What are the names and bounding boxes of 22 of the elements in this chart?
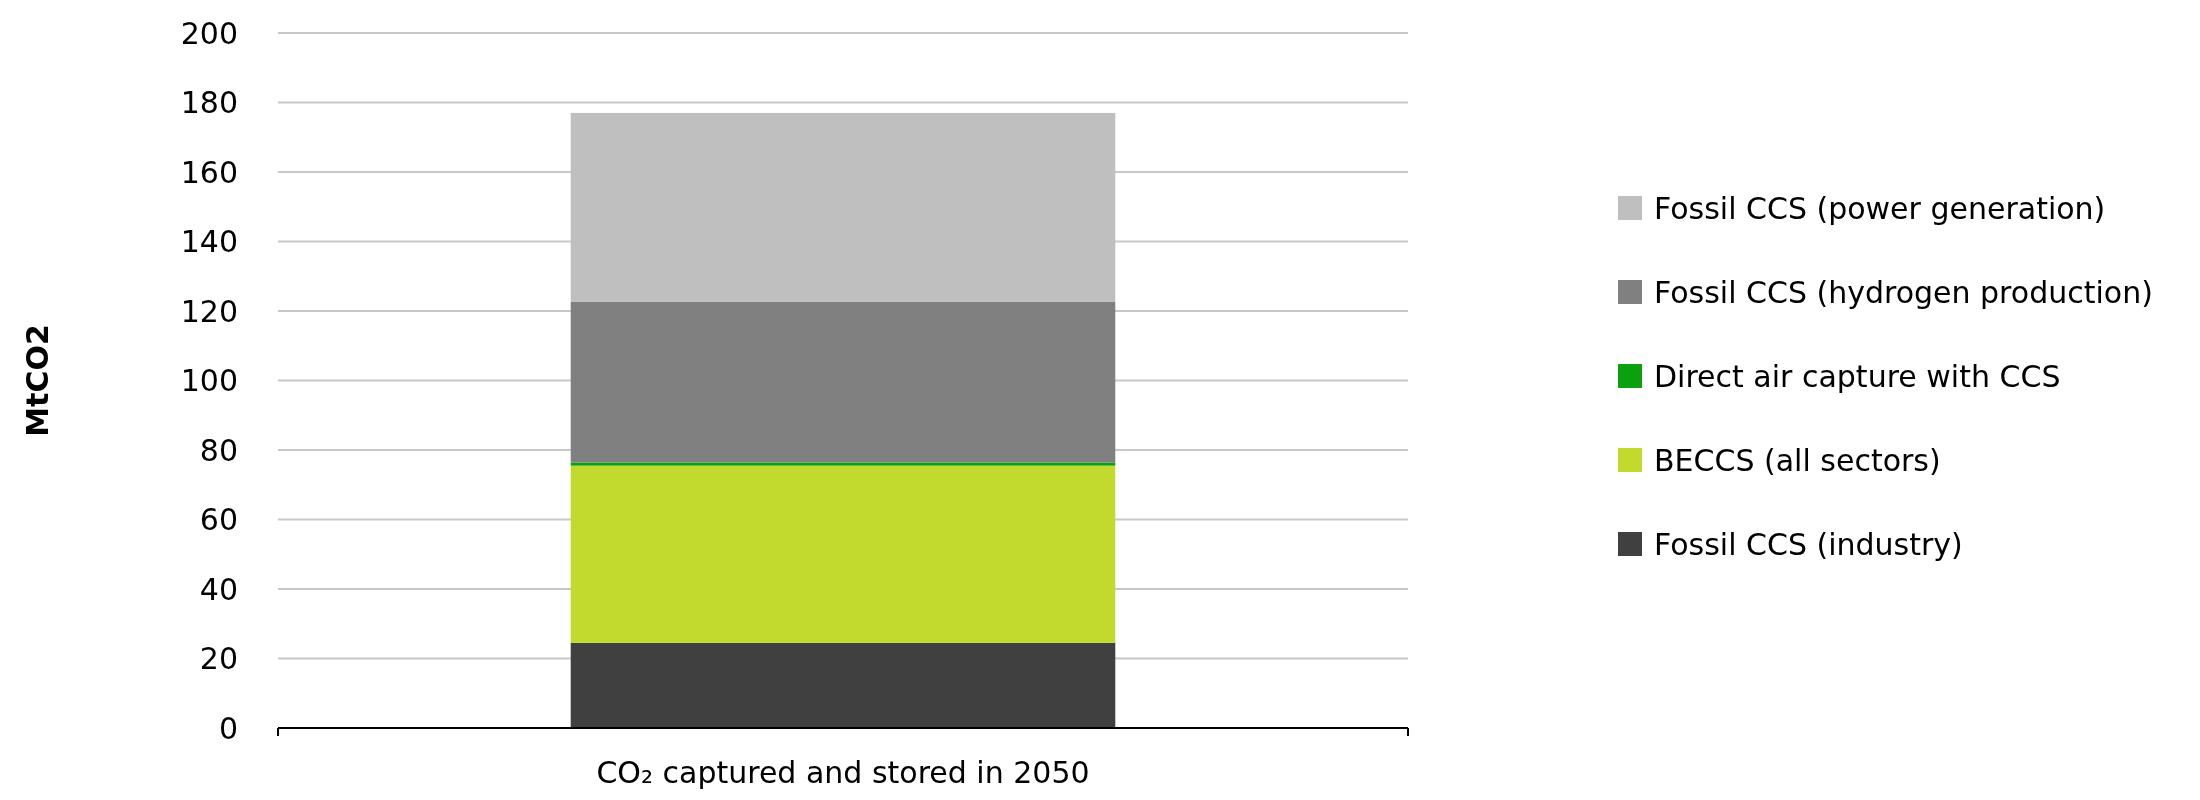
x-tick-label: CO₂ captured and stored in 2050 bbox=[596, 755, 1090, 790]
y-tick-label: 0 bbox=[218, 710, 238, 746]
bar bbox=[570, 642, 1116, 728]
y-tick-label: 100 bbox=[180, 363, 238, 398]
y-tick-label: 200 bbox=[180, 15, 238, 51]
y-tick-label: 180 bbox=[180, 85, 238, 120]
bar bbox=[570, 301, 1116, 463]
y-tick-label: 80 bbox=[199, 432, 238, 468]
legend-label: Direct air capture with CCS bbox=[1654, 358, 2061, 394]
legend-label: Fossil CCS (hydrogen production) bbox=[1654, 274, 2153, 310]
y-tick-label: 20 bbox=[199, 641, 238, 676]
y-tick-label: 160 bbox=[180, 154, 238, 190]
legend-label: Fossil CCS (power generation) bbox=[1654, 190, 2106, 226]
y-tick-label: 120 bbox=[180, 293, 238, 329]
legend-label: Fossil CCS (industry) bbox=[1654, 526, 1963, 562]
y-tick-label: 60 bbox=[199, 502, 238, 537]
legend-label: BECCS (all sectors) bbox=[1654, 442, 1941, 478]
bar bbox=[570, 465, 1116, 643]
bar bbox=[570, 462, 1116, 466]
y-axis-title: MtCO2 bbox=[20, 324, 55, 437]
y-tick-label: 140 bbox=[180, 224, 238, 259]
y-tick-label: 40 bbox=[199, 571, 238, 607]
